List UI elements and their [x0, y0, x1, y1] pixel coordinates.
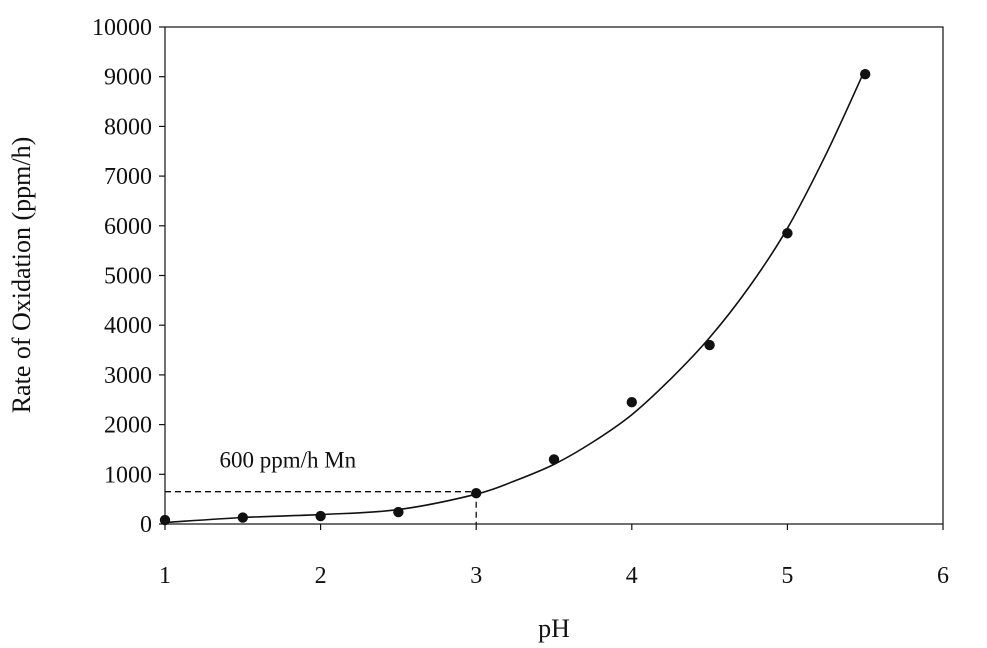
y-tick-label: 2000 [104, 413, 152, 439]
y-tick-label: 9000 [104, 65, 152, 91]
x-tick-label: 3 [470, 563, 482, 589]
x-tick-label: 4 [626, 563, 638, 589]
y-tick-label: 10000 [92, 15, 152, 41]
data-point [315, 510, 326, 522]
x-tick-label: 2 [315, 563, 327, 589]
y-tick-label: 7000 [104, 164, 152, 190]
data-point [159, 514, 171, 526]
data-point [782, 228, 793, 239]
y-tick-label: 4000 [104, 313, 152, 339]
x-axis-ticks: 1 2 3 4 5 6 [159, 524, 949, 589]
data-point [548, 454, 560, 465]
y-tick-label: 8000 [104, 114, 152, 140]
data-points [159, 69, 871, 526]
x-tick-label: 5 [781, 563, 793, 589]
data-point [704, 339, 715, 351]
y-tick-label: 6000 [104, 214, 152, 240]
y-axis-ticks: 0 1000 2000 3000 4000 5000 6000 7000 8000 9000 100… [92, 15, 165, 538]
y-axis-title: Rate of Oxidation (ppm/h) [7, 137, 36, 414]
plot-area [164, 26, 944, 525]
data-point [393, 506, 404, 518]
data-point [471, 487, 482, 499]
x-axis-title: pH [538, 614, 570, 643]
data-point [237, 512, 248, 523]
x-tick-label: 6 [937, 563, 949, 589]
y-tick-label: 5000 [104, 264, 152, 290]
data-point [626, 397, 637, 408]
x-tick-label: 1 [159, 563, 171, 589]
annotation-label: 600 ppm/h Mn [219, 447, 356, 472]
y-tick-label: 0 [140, 512, 152, 538]
y-tick-label: 1000 [104, 462, 152, 488]
data-point [860, 69, 871, 80]
y-tick-label: 3000 [104, 363, 152, 389]
